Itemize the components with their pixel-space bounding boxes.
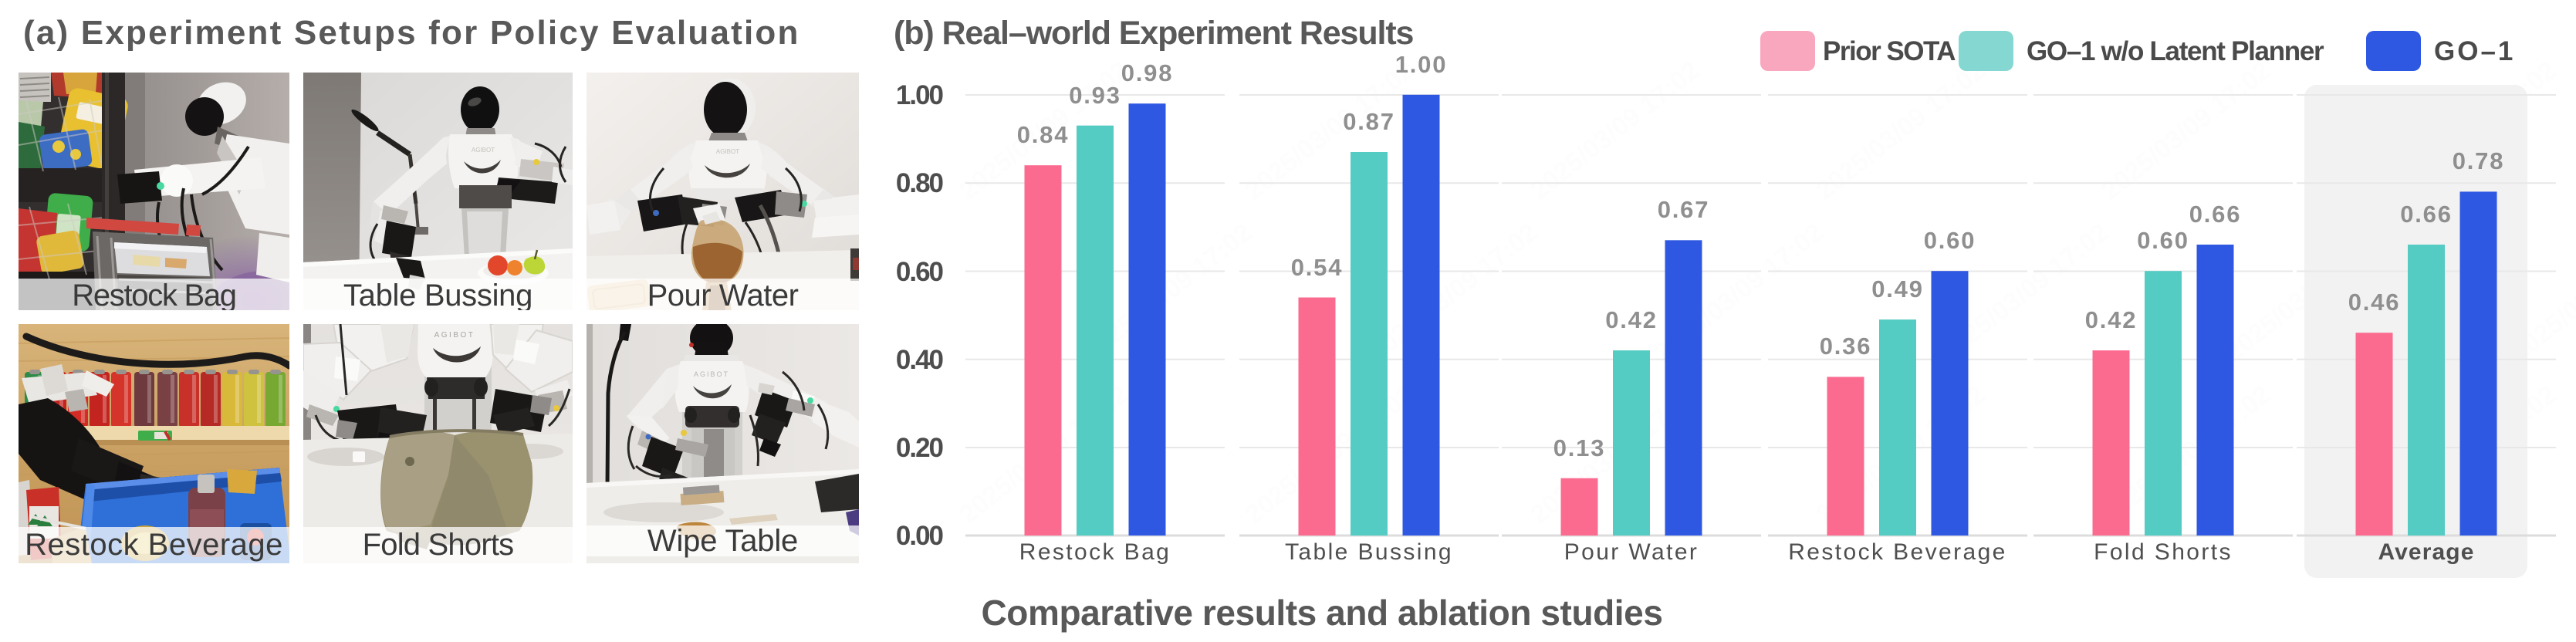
svg-text:AGIBOT: AGIBOT bbox=[434, 331, 475, 340]
svg-text:AGIBOT: AGIBOT bbox=[716, 148, 739, 155]
svg-text:AGIBOT: AGIBOT bbox=[472, 147, 495, 154]
svg-text:AGIBOT: AGIBOT bbox=[694, 370, 729, 378]
